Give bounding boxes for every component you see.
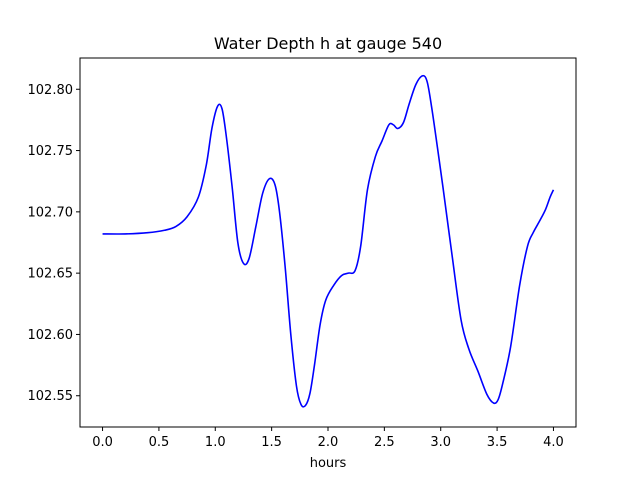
x-tick-label: 3.0: [430, 435, 451, 450]
x-tick-label: 3.5: [487, 435, 508, 450]
x-tick-label: 1.0: [205, 435, 226, 450]
plot-line-layer: [102, 74, 555, 408]
x-tick-label: 0.5: [149, 435, 170, 450]
y-tick-label: 102.80: [28, 83, 74, 98]
y-tick-label: 102.60: [28, 328, 74, 343]
y-tick-label: 102.55: [28, 389, 74, 404]
series-line-0: [102, 74, 555, 408]
y-tick-label: 102.70: [28, 205, 74, 220]
x-tick-label: 4.0: [543, 435, 564, 450]
x-tick-label: 2.0: [318, 435, 339, 450]
y-axis-ticks: 102.55 102.60 102.65 102.70 102.75 102.80: [28, 83, 80, 404]
x-tick-label: 0.0: [92, 435, 113, 450]
x-axis-label: hours: [310, 456, 347, 471]
x-tick-label: 2.5: [374, 435, 395, 450]
x-tick-label: 1.5: [261, 435, 282, 450]
chart-title: Water Depth h at gauge 540: [214, 34, 442, 53]
y-tick-label: 102.75: [28, 144, 74, 159]
x-axis-ticks: 0.0 0.5 1.0 1.5 2.0 2.5 3.0 3.5 4.0: [92, 427, 564, 450]
y-tick-label: 102.65: [28, 267, 74, 282]
